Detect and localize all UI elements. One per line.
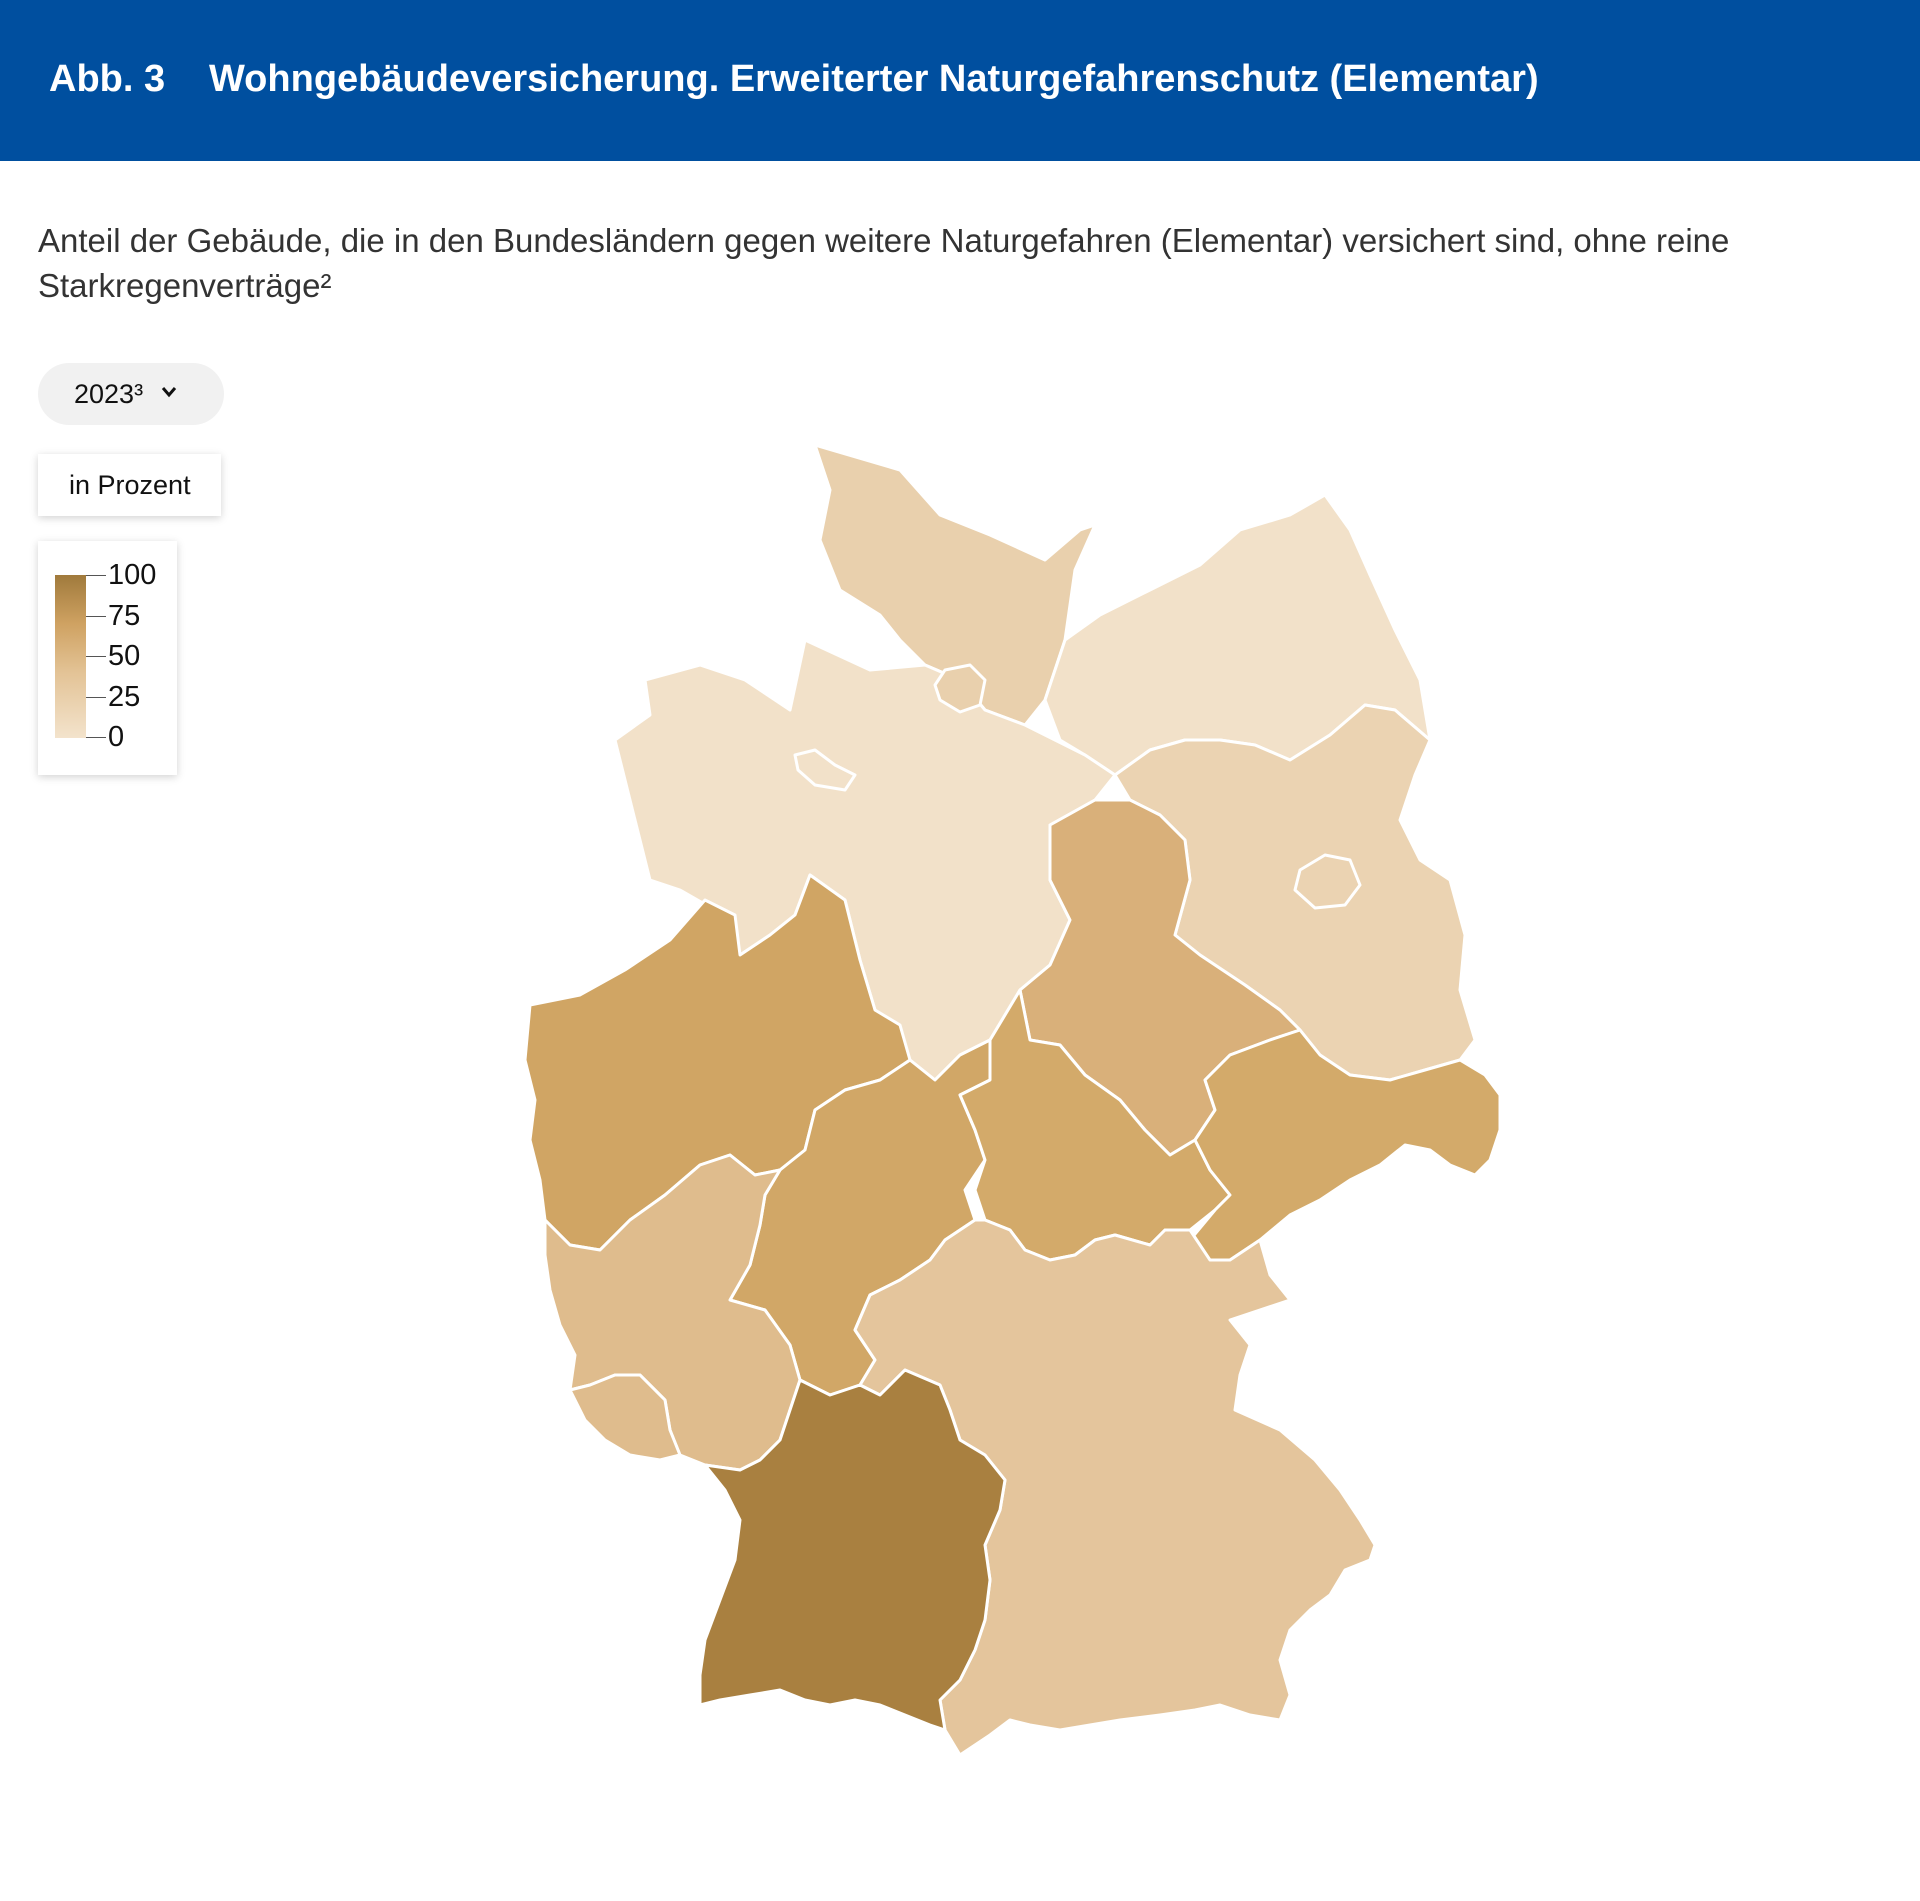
legend-tick: [86, 656, 106, 657]
legend-tick: [86, 575, 106, 576]
legend-label-100: 100: [108, 559, 157, 591]
region-bremen[interactable]: [793, 748, 857, 792]
legend-gradient-bar: [55, 575, 86, 738]
region-saarland[interactable]: [568, 1373, 682, 1462]
unit-label: in Prozent: [38, 454, 221, 516]
legend-tick: [86, 737, 106, 738]
figure-title: Wohngebäudeversicherung. Erweiterter Nat…: [209, 58, 1539, 100]
chevron-down-icon: [161, 387, 177, 398]
figure-subtitle: Anteil der Gebäude, die in den Bundeslän…: [38, 222, 1730, 304]
legend-label-50: 50: [108, 640, 141, 672]
legend-label-25: 25: [108, 681, 141, 713]
legend-tick: [86, 697, 106, 698]
figure-number: Abb. 3: [49, 58, 166, 100]
region-baden-wuerttemberg[interactable]: [698, 1368, 1007, 1732]
figure-header: Abb. 3 Wohngebäudeversicherung. Erweiter…: [0, 0, 1920, 161]
region-schleswig-holstein[interactable]: [813, 443, 1097, 727]
legend-label-75: 75: [108, 600, 141, 632]
legend-label-0: 0: [108, 721, 125, 753]
color-legend: 100 75 50 25 0: [38, 541, 177, 775]
region-hamburg[interactable]: [933, 663, 987, 714]
year-dropdown[interactable]: 2023³: [38, 363, 224, 425]
year-dropdown-value: 2023³: [74, 379, 144, 409]
region-berlin[interactable]: [1293, 853, 1362, 910]
legend-tick: [86, 616, 106, 617]
unit-label-text: in Prozent: [69, 470, 191, 500]
